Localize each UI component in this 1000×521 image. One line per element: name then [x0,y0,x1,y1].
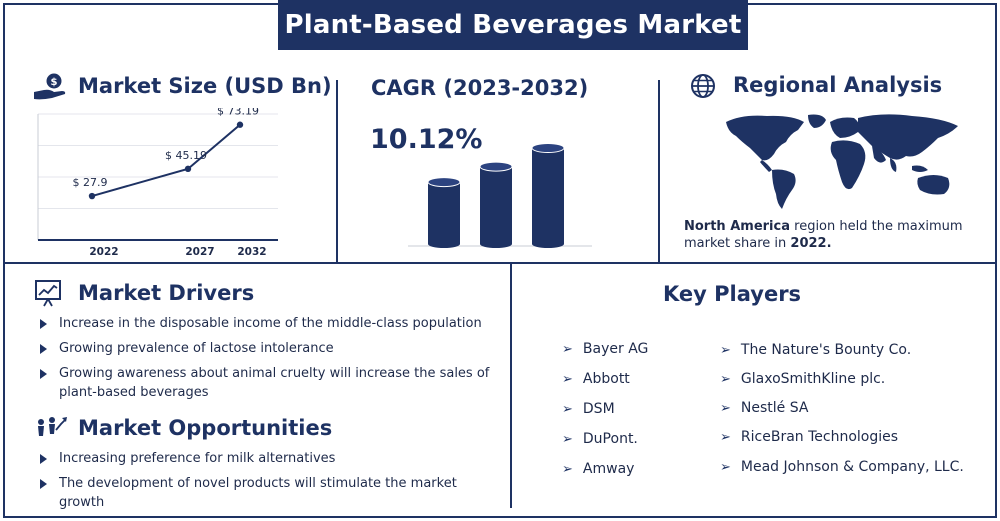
money-hand-icon: $ [34,73,66,100]
key-player: Nestlé SA [720,400,809,416]
key-player: RiceBran Technologies [720,429,898,445]
divider [658,80,660,262]
cylinder-bar [479,161,513,248]
svg-text:$: $ [51,77,58,88]
cagr-heading: CAGR (2023-2032) [371,76,589,100]
market-size-chart: $ 27.9 2022 $ 45.19 2027 $ 73.19 2032 [37,108,278,258]
list-item: Increase in the disposable income of the… [36,314,504,333]
opportunities-heading: Market Opportunities [78,416,333,440]
key-player: DSM [562,401,615,417]
list-item: Growing prevalence of lactose intoleranc… [36,339,504,358]
key-players-heading: Key Players [663,282,802,306]
region-name: North America [684,219,790,234]
cagr-value: 10.12% [370,124,483,155]
data-label: $ 45.19 [165,149,207,162]
globe-icon [691,74,715,98]
divider [3,262,997,264]
cagr-chart [408,143,592,248]
data-point [88,192,96,200]
key-player: The Nature's Bounty Co. [720,342,911,358]
presentation-chart-icon [35,280,61,307]
key-player: Amway [562,461,635,477]
list-item: Increasing preference for milk alternati… [36,449,504,468]
list-item: Growing awareness about animal cruelty w… [36,364,504,402]
market-size-heading: Market Size (USD Bn) [78,74,332,98]
page-title: Plant-Based Beverages Market [278,0,748,50]
key-player: GlaxoSmithKline plc. [720,371,885,387]
data-label: $ 27.9 [73,176,108,189]
x-tick-label: 2022 [89,246,118,258]
region-text: region held the maximum market share in [684,219,963,251]
drivers-list: Increase in the disposable income of the… [36,314,504,402]
key-player: DuPont. [562,431,638,447]
key-player: Abbott [562,371,630,387]
x-tick-label: 2032 [237,246,266,258]
data-point [184,165,192,173]
world-map-icon [726,114,958,209]
divider [510,262,512,508]
cylinder-bar [427,177,461,248]
list-item: The development of novel products will s… [36,474,504,512]
people-growth-icon [38,417,67,436]
regional-statement: North America region held the maximum ma… [684,218,989,252]
x-tick-label: 2027 [185,246,214,258]
cylinder-bar [531,143,565,248]
drivers-heading: Market Drivers [78,281,255,305]
key-player: Bayer AG [562,341,648,357]
opportunities-list: Increasing preference for milk alternati… [36,449,504,512]
divider [336,80,338,262]
key-player: Mead Johnson & Company, LLC. [720,459,964,475]
region-year: 2022. [790,236,832,251]
data-label: $ 73.19 [217,108,259,118]
data-point [236,121,244,128]
regional-heading: Regional Analysis [733,73,943,97]
